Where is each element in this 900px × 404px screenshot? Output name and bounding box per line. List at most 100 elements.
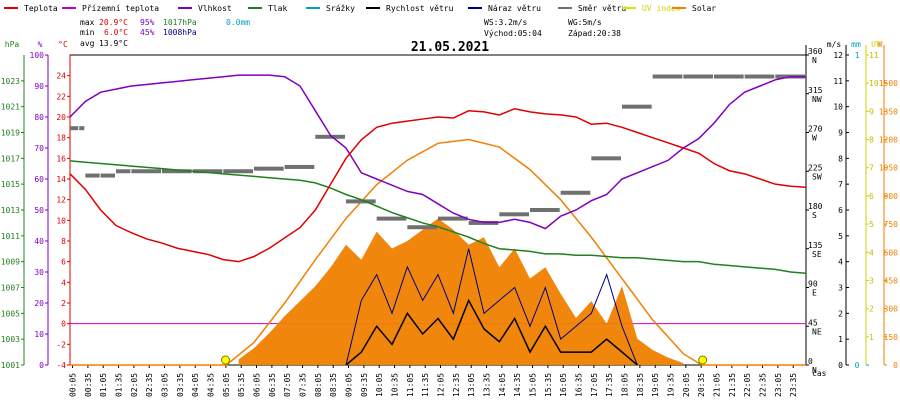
axis-hpa-tick-label: 1011: [1, 232, 20, 241]
stat-wg: WG:5m/s: [568, 18, 602, 27]
axis-x-tick-label: 03:05: [161, 373, 170, 397]
axis-uv-unit: UV: [871, 40, 881, 49]
axis-x-tick-label: 12:05: [437, 373, 446, 397]
axis-ms-unit: m/s: [827, 40, 842, 49]
stat-min-temp: 6.0°C: [104, 28, 128, 37]
axis-temp-unit: °C: [58, 40, 68, 49]
axis-hpa-tick-label: 1005: [1, 309, 20, 318]
axis-x-tick-label: 14:35: [513, 373, 522, 397]
chart-date: 21.05.2021: [411, 40, 489, 55]
axis-uv-tick-label: 4: [869, 248, 874, 257]
axis-x-tick-label: 17:35: [605, 373, 614, 397]
axis-x-tick-label: 20:05: [682, 373, 691, 397]
legend-label-ground: Přízemní teplota: [82, 4, 159, 13]
axis-dir-label: N: [812, 366, 817, 375]
axis-wm2-tick-label: 0: [893, 361, 898, 370]
axis-uv-tick-label: 3: [869, 276, 874, 285]
axis-wm2-tick-label: 150: [884, 333, 899, 342]
legend-label-solar: Solar: [692, 4, 716, 13]
axis-x-tick-label: 22:35: [759, 373, 768, 397]
axis-hpa-tick-label: 1021: [1, 103, 20, 112]
wind-dir-mark: [85, 173, 100, 178]
axis-x-tick-label: 10:35: [391, 373, 400, 397]
axis-x-tick-label: 00:05: [69, 373, 78, 397]
axis-ms-tick-label: 12: [833, 51, 843, 60]
axis-x-tick-label: 02:05: [130, 373, 139, 397]
wind-dir-mark: [284, 164, 315, 169]
axis-pct-tick-label: 60: [34, 175, 44, 184]
axis-x-tick-label: 13:05: [467, 373, 476, 397]
axis-dir-label: N: [812, 56, 817, 65]
stat-sunset: Západ:20:38: [568, 29, 621, 38]
axis-ms-tick-label: 3: [838, 284, 843, 293]
axis-wm2-unit: W: [878, 40, 883, 49]
axis-x-tick-label: 19:05: [651, 373, 660, 397]
axis-x-tick-label: 00:35: [84, 373, 93, 397]
stat-avg-temp: 13.9°C: [99, 39, 128, 48]
axis-x-tick-label: 21:35: [728, 373, 737, 397]
axis-ms-tick-label: 7: [838, 180, 843, 189]
axes: hPa1001100310051007100910111013101510171…: [1, 40, 898, 397]
axis-pct-tick-label: 40: [34, 237, 44, 246]
axis-pct-tick-label: 90: [34, 82, 44, 91]
axis-dir-value: 180: [808, 202, 823, 211]
axis-x-tick-label: 18:35: [636, 373, 645, 397]
axis-ms-tick-label: 11: [833, 77, 843, 86]
stat-max-label: max: [80, 18, 95, 27]
axis-pct-tick-label: 0: [39, 361, 44, 370]
axis-hpa-tick-label: 1013: [1, 206, 20, 215]
wind-dir-mark: [254, 166, 284, 171]
axis-dir-value: 270: [808, 125, 823, 134]
legend-label-winddir: Směr větru: [578, 4, 626, 13]
axis-x-tick-label: 12:35: [452, 373, 461, 397]
axis-x-tick-label: 09:35: [360, 373, 369, 397]
axis-wm2-tick-label: 600: [884, 248, 899, 257]
axis-dir-value: 90: [808, 280, 818, 289]
axis-ms-tick-label: 5: [838, 232, 843, 241]
axis-uv-tick-label: 11: [869, 51, 879, 60]
axis-temp-tick-label: 0: [61, 320, 66, 329]
axis-temp-tick-label: 2: [61, 299, 66, 308]
wind-dir-mark: [131, 169, 161, 174]
plot-area: [69, 74, 807, 366]
wind-dir-mark: [714, 74, 744, 79]
axis-x-unit: čas: [812, 368, 827, 378]
stat-sunrise: Východ:05:04: [484, 29, 542, 38]
axis-x-tick-label: 02:35: [145, 373, 154, 397]
axis-x-tick-label: 07:35: [299, 373, 308, 397]
axis-dir-label: S: [812, 211, 817, 220]
axis-x-tick-label: 13:35: [483, 373, 492, 397]
axis-x-tick-label: 06:05: [253, 373, 262, 397]
axis-x-tick-label: 22:05: [743, 373, 752, 397]
axis-x-tick-label: 11:05: [406, 373, 415, 397]
axis-pct-tick-label: 50: [34, 206, 44, 215]
stat-min-hum: 45%: [140, 28, 155, 37]
axis-dir-label: SE: [812, 250, 822, 259]
legend-label-rain: Srážky: [326, 4, 355, 13]
wind-dir-mark: [591, 156, 621, 161]
axis-x-tick-label: 21:05: [713, 373, 722, 397]
axis-dir-label: E: [812, 289, 817, 298]
axis-temp-tick-label: 14: [56, 175, 66, 184]
axis-dir-value: 0: [808, 357, 813, 366]
axis-uv-tick-label: 1: [869, 333, 874, 342]
wind-dir-mark: [622, 104, 652, 109]
wind-dir-mark: [315, 134, 345, 139]
legend-label-temp: Teplota: [24, 4, 58, 13]
legend-label-uv: UV index: [642, 4, 681, 13]
axis-uv-tick-label: 2: [869, 305, 874, 314]
axis-hpa-tick-label: 1017: [1, 154, 20, 163]
axis-dir-value: 360: [808, 47, 823, 56]
axis-x-tick-label: 16:35: [575, 373, 584, 397]
wind-dir-mark: [162, 169, 192, 174]
axis-x-tick-label: 16:05: [559, 373, 568, 397]
axis-ms-tick-label: 1: [838, 335, 843, 344]
axis-x-tick-label: 03:35: [176, 373, 185, 397]
axis-x-tick-label: 19:35: [667, 373, 676, 397]
axis-temp-tick-label: 20: [56, 113, 66, 122]
wind-dir-mark: [70, 126, 79, 131]
axis-temp-tick-label: 16: [56, 154, 66, 163]
axis-temp-tick-label: -4: [56, 361, 66, 370]
wind-dir-mark: [116, 169, 131, 174]
axis-ms-tick-label: 8: [838, 154, 843, 163]
